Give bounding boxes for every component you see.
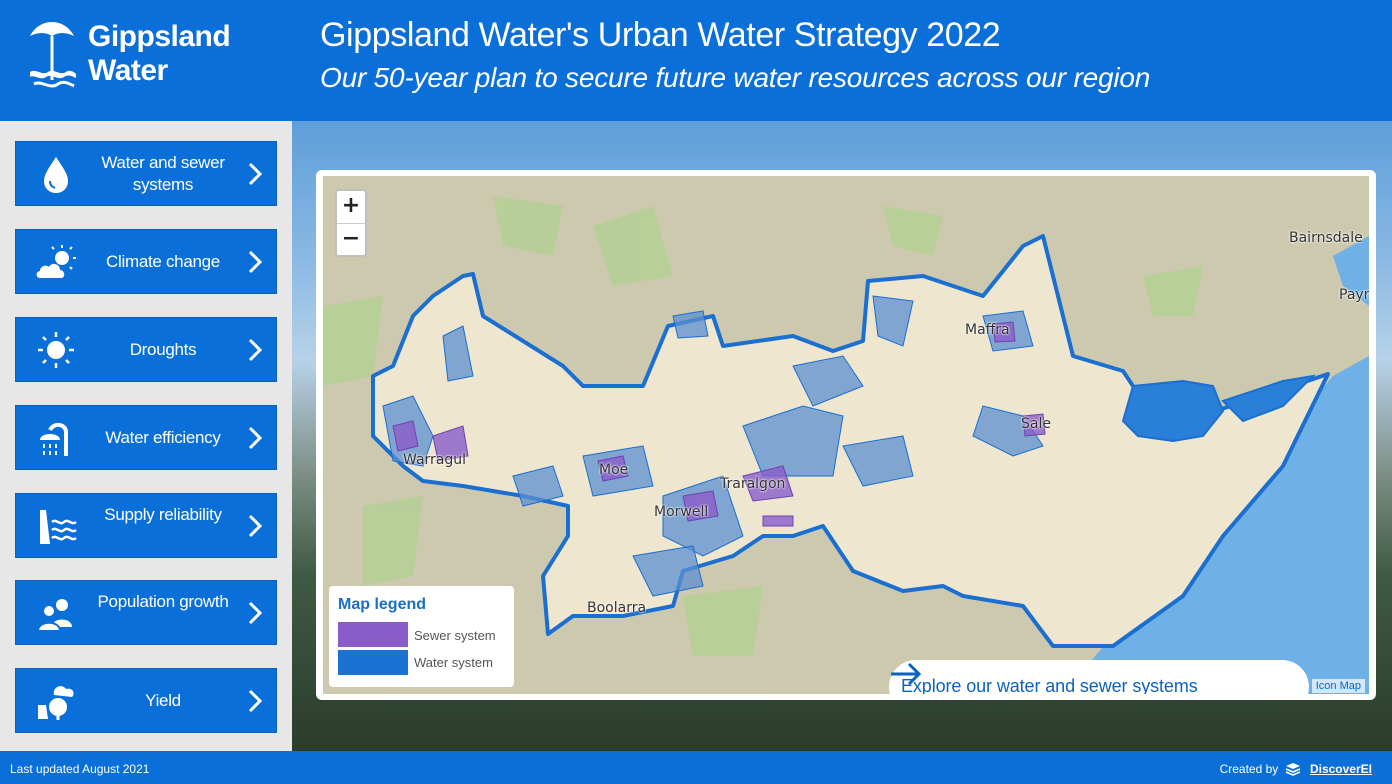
sidebar-item-supply-reliability[interactable]: Supply reliability [15,493,277,558]
sidebar-item-label: Yield [145,690,181,710]
people-icon [36,599,72,632]
place-label-moe: Moe [599,462,629,478]
chevron-right-icon [248,426,262,450]
place-label-sale: Sale [1021,416,1051,432]
place-label-traralgon: Traralgon [720,476,786,492]
arrow-right-icon [891,662,922,686]
zoom-out-button[interactable]: − [341,226,361,251]
sidebar-item-label: Water and sewer systems [101,152,225,194]
sidebar-item-droughts[interactable]: Droughts [15,317,277,382]
place-label-morwell: Morwell [654,504,709,520]
sun-icon [38,332,74,368]
cloud-tree-icon [38,686,74,720]
map-legend: Map legend Sewer system Water system [329,586,514,687]
created-by-label: Created by [1219,762,1279,776]
footer: Last updated August 2021 Created by Disc… [0,751,1392,784]
zoom-control: + − [335,189,367,257]
chevron-right-icon [248,689,262,713]
place-label-warragul: Warragul [403,452,467,468]
legend-swatch-water [338,650,408,675]
header: Gippsland Water Gippsland Water's Urban … [0,0,1392,121]
sidebar-item-label: Population growth [97,592,229,611]
place-label-boolarra: Boolarra [587,600,647,616]
discoverei-link[interactable]: DiscoverEI [1309,762,1372,776]
chevron-right-icon [248,601,262,625]
place-label-maffra: Maffra [965,322,1010,338]
sidebar-item-label: Droughts [129,339,197,359]
dam-waves-icon [40,510,77,544]
map-canvas[interactable] [323,176,1369,694]
last-updated: Last updated August 2021 [10,762,150,776]
region-boundary [371,234,1330,648]
legend-title: Map legend [338,596,427,613]
sidebar-item-yield[interactable]: Yield [15,668,277,733]
shower-icon [40,423,68,456]
sidebar-item-label: Supply reliability [104,505,222,524]
logo-text: Gippsland Water [88,20,231,87]
place-label-payn: Payn [1339,287,1369,303]
legend-label-water: Water system [414,655,493,670]
legend-swatch-sewer [338,622,408,647]
zoom-in-button[interactable]: + [337,191,365,224]
chevron-right-icon [248,162,262,186]
legend-label-sewer: Sewer system [414,628,496,643]
sun-cloud-icon [36,245,76,278]
logo: Gippsland Water [26,16,256,102]
chevron-right-icon [248,338,262,362]
sidebar-item-climate-change[interactable]: Climate change [15,229,277,294]
page-subtitle: Our 50-year plan to secure future water … [320,62,1151,93]
sidebar: Water and sewer systems Climate change D… [0,121,292,751]
chevron-right-icon [248,250,262,274]
place-label-bairnsdale: Bairnsdale [1289,230,1363,246]
sidebar-item-population-growth[interactable]: Population growth [15,580,277,645]
layers-icon [1285,763,1300,776]
water-drop-icon [44,157,68,193]
sidebar-item-label: Water efficiency [105,427,221,447]
explore-systems-button[interactable]: Explore our water and sewer systems [889,660,1309,694]
page-title: Gippsland Water's Urban Water Strategy 2… [320,16,1001,54]
gippsland-water-logo-icon [30,22,76,88]
map-attribution[interactable]: Icon Map [1311,679,1365,693]
sidebar-item-water-efficiency[interactable]: Water efficiency [15,405,277,470]
created-by: Created by DiscoverEI [1220,762,1372,776]
map[interactable]: Warragul Moe Morwell Traralgon Boolarra … [323,176,1369,694]
chevron-right-icon [248,514,262,538]
sidebar-item-label: Climate change [106,251,220,271]
sidebar-item-water-and-sewer-systems[interactable]: Water and sewer systems [15,141,277,206]
explore-button-label: Explore our water and sewer systems [901,676,1198,694]
